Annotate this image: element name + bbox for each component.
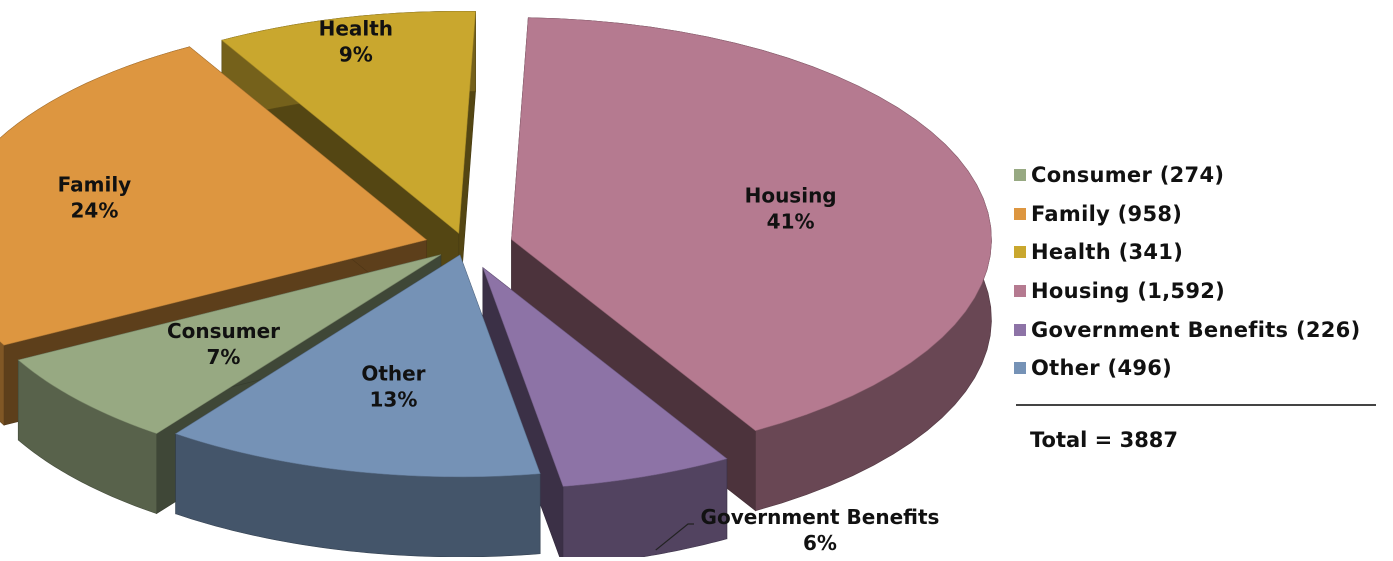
slice-percent-other: 13% xyxy=(370,388,418,412)
total-label: Total = 3887 xyxy=(1030,428,1179,452)
slice-label-housing: Housing xyxy=(745,184,837,208)
slice-label-other: Other xyxy=(361,362,425,386)
legend-item-consumer: Consumer (274) xyxy=(1014,156,1384,195)
legend-label-other: Other (496) xyxy=(1031,356,1173,381)
slice-percent-health: 9% xyxy=(339,42,373,66)
slice-percent-family: 24% xyxy=(71,199,119,223)
pie-tops xyxy=(0,11,992,487)
legend-label-family: Family (958) xyxy=(1031,201,1183,226)
slice-health xyxy=(221,11,476,234)
legend-swatch-family xyxy=(1014,207,1026,220)
legend-item-housing: Housing (1,592) xyxy=(1014,272,1384,311)
legend-item-health: Health (341) xyxy=(1014,233,1384,272)
slice-label-consumer: Consumer xyxy=(167,319,280,343)
legend-item-government-benefits: Government Benefits (226) xyxy=(1014,310,1384,349)
slice-percent-housing: 41% xyxy=(767,210,815,234)
slice-percent-government-benefits: 6% xyxy=(803,531,837,555)
legend-label-consumer: Consumer (274) xyxy=(1031,163,1225,188)
slice-other xyxy=(174,254,541,478)
legend-swatch-health xyxy=(1014,246,1026,259)
legend-item-family: Family (958) xyxy=(1014,195,1384,234)
slice-label-health: Health xyxy=(319,16,393,40)
legend-swatch-government-benefits xyxy=(1014,323,1026,336)
slice-label-family: Family xyxy=(58,173,132,197)
slice-family xyxy=(0,46,428,346)
chart-legend: Consumer (274) Family (958) Health (341) Ho… xyxy=(1014,156,1384,388)
legend-swatch-consumer xyxy=(1014,169,1026,182)
legend-divider xyxy=(1016,404,1376,406)
slice-housing xyxy=(511,17,992,432)
legend-item-other: Other (496) xyxy=(1014,349,1384,388)
legend-swatch-housing xyxy=(1014,285,1026,298)
slice-government-benefits xyxy=(482,266,728,487)
legend-label-government-benefits: Government Benefits (226) xyxy=(1031,317,1361,342)
slice-consumer xyxy=(17,254,442,434)
slice-label-government-benefits: Government Benefits xyxy=(701,505,940,529)
leader-line-government-benefits xyxy=(655,523,694,551)
legend-swatch-other xyxy=(1014,362,1026,375)
legend-label-housing: Housing (1,592) xyxy=(1031,279,1226,304)
slice-percent-consumer: 7% xyxy=(206,345,240,369)
legend-label-health: Health (341) xyxy=(1031,240,1184,265)
